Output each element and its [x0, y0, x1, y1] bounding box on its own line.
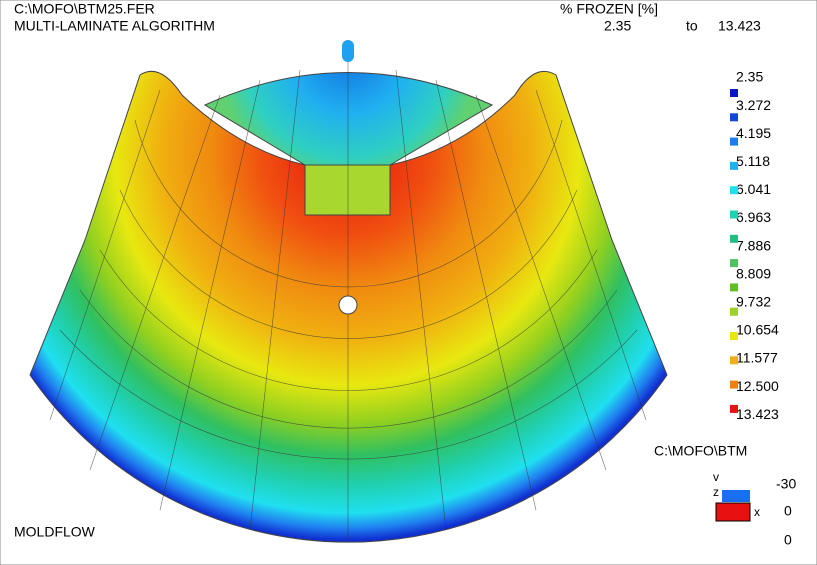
legend-label: 7.886 [736, 237, 771, 253]
angle: -30 [776, 476, 796, 492]
legend-label: 4.195 [736, 125, 771, 141]
hole [338, 295, 358, 315]
legend-label: 2.35 [736, 69, 763, 85]
range-min: 2.35 [604, 18, 631, 34]
boss [304, 164, 391, 216]
triad-x: x [754, 505, 760, 519]
triad-box [715, 502, 751, 522]
legend: 2.35 3.272 4.195 5.118 6.041 6.963 7.886 8.809 9… [730, 69, 779, 422]
angle: 0 [784, 532, 792, 548]
range-to: to [686, 18, 698, 34]
legend-swatch [730, 404, 738, 413]
legend-swatch [730, 89, 738, 97]
legend-swatch [730, 307, 738, 316]
triad-v: v [713, 470, 719, 484]
legend-swatch [730, 210, 738, 219]
legend-swatch [730, 283, 738, 292]
legend-label: 9.732 [736, 294, 771, 310]
range-max: 13.423 [718, 18, 761, 34]
legend-swatch [730, 186, 738, 195]
legend-label: 5.118 [736, 153, 770, 169]
triad-box [722, 490, 750, 502]
file-name: C:\MOFO\BTM25.FER [14, 1, 155, 17]
legend-swatch [730, 137, 738, 146]
legend-label: 11.577 [736, 350, 778, 366]
legend-label: 8.809 [736, 265, 771, 281]
legend-label: 13.423 [736, 406, 779, 422]
legend-swatch [730, 234, 738, 243]
legend-swatch [730, 380, 738, 389]
legend-swatch [730, 356, 738, 365]
legend-swatch [730, 332, 738, 340]
angle: 0 [784, 503, 792, 519]
triad-z: z [713, 485, 719, 499]
brand: MOLDFLOW [14, 524, 96, 540]
sprue [342, 40, 354, 62]
footer-path: C:\MOFO\BTM [654, 443, 747, 459]
legend-label: 6.041 [736, 181, 771, 197]
legend-label: 10.654 [736, 322, 779, 338]
legend-swatch [730, 113, 738, 122]
quantity: % FROZEN [%] [560, 1, 658, 17]
legend-swatch [730, 259, 738, 268]
legend-label: 3.272 [736, 97, 771, 113]
legend-swatch [730, 161, 738, 170]
legend-label: 6.963 [736, 209, 771, 225]
algorithm: MULTI-LAMINATE ALGORITHM [14, 18, 215, 34]
part-top [203, 72, 494, 166]
legend-label: 12.500 [736, 378, 779, 394]
